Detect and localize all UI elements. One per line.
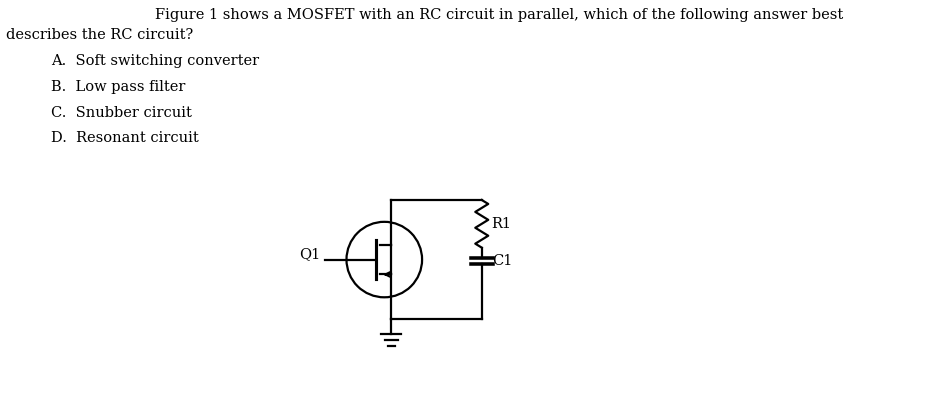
Text: Q1: Q1 bbox=[298, 248, 320, 261]
Text: describes the RC circuit?: describes the RC circuit? bbox=[7, 28, 194, 42]
Text: D.  Resonant circuit: D. Resonant circuit bbox=[51, 132, 199, 145]
Text: R1: R1 bbox=[492, 217, 512, 231]
Text: Figure 1 shows a MOSFET with an RC circuit in parallel, which of the following a: Figure 1 shows a MOSFET with an RC circu… bbox=[154, 8, 843, 23]
Text: C.  Snubber circuit: C. Snubber circuit bbox=[51, 105, 192, 120]
Text: C1: C1 bbox=[492, 254, 512, 267]
Text: A.  Soft switching converter: A. Soft switching converter bbox=[51, 54, 259, 68]
Text: B.  Low pass filter: B. Low pass filter bbox=[51, 80, 185, 94]
